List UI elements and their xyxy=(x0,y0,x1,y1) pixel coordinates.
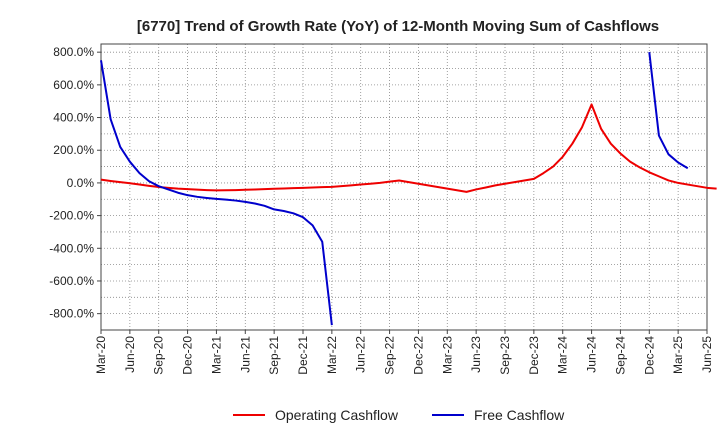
x-tick-label: Mar-25 xyxy=(671,336,685,374)
legend-label-operating-cashflow: Operating Cashflow xyxy=(275,407,399,423)
x-tick-label: Sep-22 xyxy=(383,336,397,375)
x-tick-label: Jun-22 xyxy=(354,336,368,373)
x-tick-label: Jun-21 xyxy=(238,336,252,373)
series-line-free-cashflow xyxy=(100,52,689,326)
x-tick-label: Dec-22 xyxy=(411,336,425,375)
legend: Operating Cashflow Free Cashflow xyxy=(233,407,565,423)
y-tick-label: 600.0% xyxy=(53,78,94,92)
x-tick-label: Dec-21 xyxy=(296,336,310,375)
x-tick-label: Jun-24 xyxy=(585,336,599,373)
x-tick-label: Jun-23 xyxy=(469,336,483,373)
y-tick-label: 200.0% xyxy=(53,143,94,157)
x-tick-label: Mar-24 xyxy=(556,336,570,374)
x-tick-label: Mar-21 xyxy=(209,336,223,374)
y-tick-label: 0.0% xyxy=(67,176,95,190)
x-tick-label: Sep-20 xyxy=(152,336,166,375)
y-tick-label: -400.0% xyxy=(49,241,94,255)
x-tick-label: Mar-23 xyxy=(440,336,454,374)
y-tick-label: -800.0% xyxy=(49,307,94,321)
x-tick-label: Sep-23 xyxy=(498,336,512,375)
y-tick-label: 400.0% xyxy=(53,111,94,125)
x-tick-label: Dec-23 xyxy=(527,336,541,375)
y-tick-label: 800.0% xyxy=(53,45,94,59)
plot-area: 800.0% 600.0% 400.0% 200.0% 0.0% -200.0% -400.… xyxy=(49,43,717,375)
x-tick-label: Mar-20 xyxy=(94,336,108,374)
x-tick-label: Mar-22 xyxy=(325,336,339,374)
y-tick-label: -600.0% xyxy=(49,274,94,288)
x-tick-label: Dec-20 xyxy=(181,336,195,375)
x-tick-label: Dec-24 xyxy=(642,336,656,375)
y-tick-label: -200.0% xyxy=(49,209,94,223)
chart-title: [6770] Trend of Growth Rate (YoY) of 12-… xyxy=(137,18,659,35)
x-tick-label: Jun-20 xyxy=(123,336,137,373)
x-tick-label: Jun-25 xyxy=(700,336,714,373)
x-tick-label: Sep-24 xyxy=(613,336,627,375)
legend-label-free-cashflow: Free Cashflow xyxy=(474,407,565,423)
series-line-operating-cashflow xyxy=(100,103,717,193)
plot-background xyxy=(101,44,707,330)
x-tick-label: Sep-21 xyxy=(267,336,281,375)
